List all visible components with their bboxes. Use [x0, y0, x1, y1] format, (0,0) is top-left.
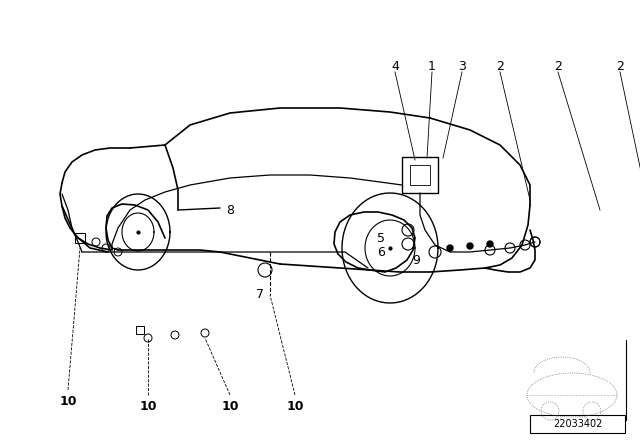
Circle shape — [447, 245, 453, 251]
Bar — [136, 326, 144, 334]
Text: 10: 10 — [286, 400, 304, 413]
Text: 9: 9 — [412, 254, 420, 267]
Bar — [402, 157, 438, 193]
Text: 4: 4 — [391, 60, 399, 73]
Text: 2: 2 — [496, 60, 504, 73]
Text: 2: 2 — [616, 60, 624, 73]
Text: 3: 3 — [458, 60, 466, 73]
Text: 6: 6 — [377, 246, 385, 258]
Circle shape — [487, 241, 493, 247]
Text: 10: 10 — [60, 395, 77, 408]
Text: 2: 2 — [554, 60, 562, 73]
Text: 7: 7 — [256, 289, 264, 302]
Text: 10: 10 — [140, 400, 157, 413]
Bar — [410, 165, 430, 185]
Bar — [530, 415, 625, 433]
Circle shape — [467, 243, 473, 249]
Bar — [75, 233, 85, 243]
Text: 5: 5 — [377, 232, 385, 245]
Text: 1: 1 — [428, 60, 436, 73]
Text: 10: 10 — [221, 400, 239, 413]
Text: 22033402: 22033402 — [553, 419, 602, 429]
Text: 8: 8 — [226, 203, 234, 216]
